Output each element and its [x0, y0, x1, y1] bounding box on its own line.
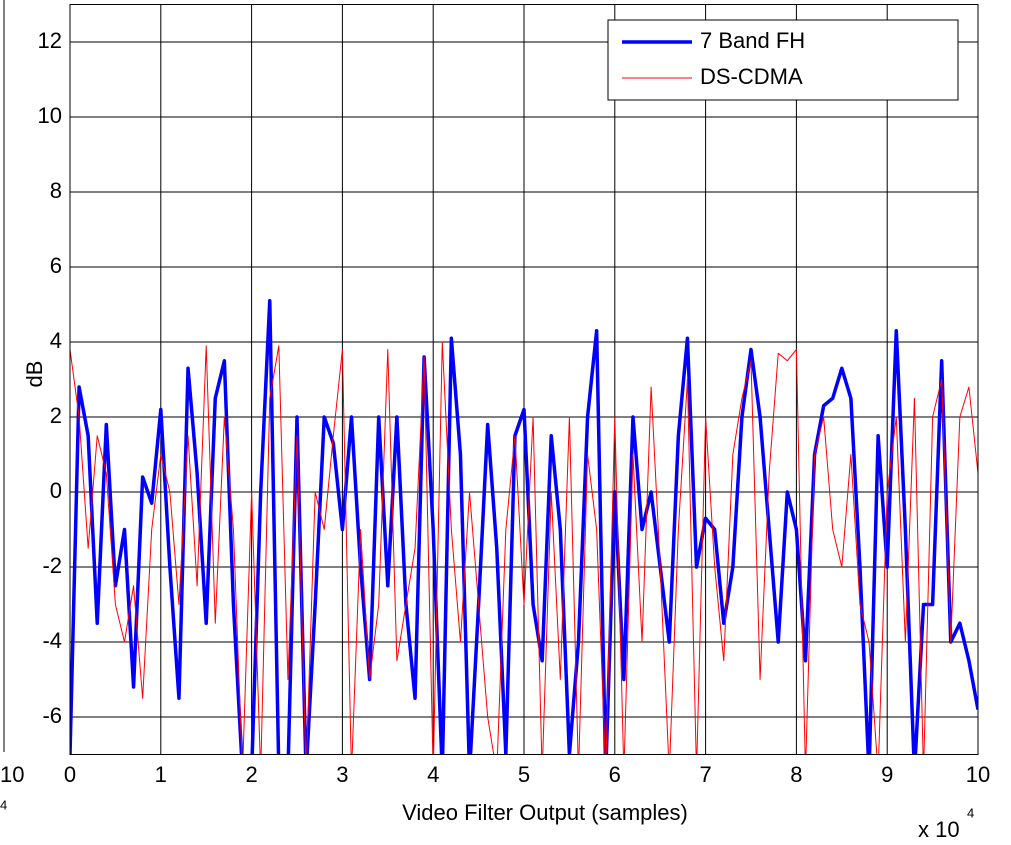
data-line — [70, 299, 978, 755]
y-tick-label: 4 — [50, 328, 62, 353]
fragment-tick: 10 — [0, 762, 24, 787]
left-fragment: 10 4 — [0, 0, 24, 812]
x-tick-label: 6 — [609, 762, 621, 787]
legend-label: 7 Band FH — [700, 28, 805, 53]
data-line — [70, 341, 978, 755]
x-tick-label: 0 — [64, 762, 76, 787]
legend-label: DS-CDMA — [700, 64, 803, 89]
x-tick-label: 9 — [881, 762, 893, 787]
x-multiplier-exponent: 4 — [967, 805, 974, 820]
y-tick-label: 12 — [38, 28, 62, 53]
y-tick-label: -2 — [42, 553, 62, 578]
y-tick-label: 0 — [50, 478, 62, 503]
x-tick-label: 7 — [699, 762, 711, 787]
x-tick-label: 4 — [427, 762, 439, 787]
y-tick-label: 8 — [50, 178, 62, 203]
y-tick-label: -6 — [42, 703, 62, 728]
y-tick-label: 6 — [50, 253, 62, 278]
x-tick-label: 3 — [336, 762, 348, 787]
x-tick-label: 5 — [518, 762, 530, 787]
x-axis-label: Video Filter Output (samples) — [402, 800, 688, 825]
legend-box — [607, 19, 959, 101]
axes-box — [69, 4, 979, 755]
y-axis-label: dB — [22, 361, 47, 388]
x-tick-label: 10 — [966, 762, 990, 787]
x-multiplier: x 10 — [918, 817, 960, 842]
x-tick-label: 2 — [245, 762, 257, 787]
fragment-exponent: 4 — [0, 797, 7, 812]
plot-lines — [70, 299, 978, 755]
y-tick-label: -4 — [42, 628, 62, 653]
x-tick-label: 8 — [790, 762, 802, 787]
y-tick-label: 10 — [38, 103, 62, 128]
x-tick-label: 1 — [155, 762, 167, 787]
y-tick-label: 2 — [50, 403, 62, 428]
